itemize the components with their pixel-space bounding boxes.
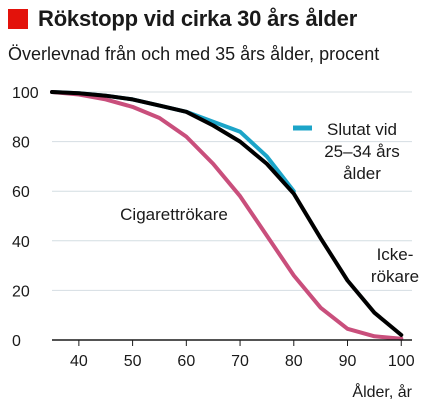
- x-tick-label: 40: [70, 353, 88, 370]
- chart-title: Rökstopp vid cirka 30 års ålder: [38, 6, 358, 31]
- x-tick-label: 100: [388, 353, 415, 370]
- series-label-non-smokers: Icke-: [377, 245, 414, 264]
- brand-square: [8, 9, 28, 29]
- axes: 0 20 40 60 80 100 40 50 60 70 80 90 100 Ålder, år: [12, 85, 415, 401]
- x-axis-label: Ålder, år: [352, 382, 412, 401]
- x-tick-label: 70: [231, 353, 249, 370]
- y-tick-label: 80: [12, 135, 30, 152]
- x-tick-label: 90: [339, 353, 357, 370]
- y-tick-label: 100: [12, 85, 39, 102]
- x-tick-label: 50: [124, 353, 142, 370]
- series-label-quit-25-34: ålder: [343, 164, 381, 183]
- title-row: Rökstopp vid cirka 30 års ålder: [8, 6, 357, 32]
- series-lines: [50, 90, 404, 341]
- y-tick-label: 60: [12, 184, 30, 201]
- grid-lines: [52, 91, 412, 291]
- series-line-smokers: [50, 90, 404, 341]
- y-tick-label: 0: [12, 333, 21, 350]
- y-tick-label: 20: [12, 283, 30, 300]
- chart-subtitle: Överlevnad från och med 35 års ålder, pr…: [8, 44, 380, 64]
- y-tick-label: 40: [12, 234, 30, 251]
- series-line-non-smokers: [50, 90, 404, 337]
- series-label-non-smokers: rökare: [371, 267, 419, 286]
- series-label-smokers: Cigarettrökare: [120, 205, 228, 224]
- series-labels: Icke-rökare Slutat vid 25–34 års ålder Cigar…: [120, 120, 419, 286]
- series-label-quit-25-34: 25–34 års: [324, 142, 400, 161]
- x-tick-label: 60: [177, 353, 195, 370]
- x-tick-label: 80: [285, 353, 303, 370]
- series-label-quit-25-34: Slutat vid: [327, 120, 397, 139]
